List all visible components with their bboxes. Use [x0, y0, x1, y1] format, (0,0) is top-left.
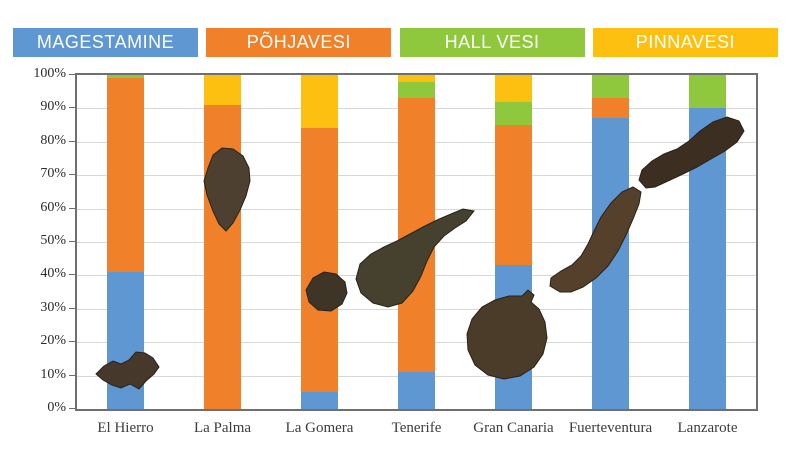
x-axis-label: La Gomera	[285, 420, 354, 436]
axis-tick	[69, 307, 75, 309]
legend-label: PÕHJAVESI	[246, 32, 351, 52]
bar-segment-la-gomera	[301, 75, 338, 129]
bar-segment-lanzarote	[689, 108, 726, 409]
bar-segment-tenerife	[398, 81, 435, 99]
bar-segment-fuerteventura	[592, 98, 629, 119]
y-axis-label: 40%	[40, 266, 66, 282]
legend-item-4: PINNAVESI	[592, 28, 778, 57]
axis-tick	[69, 408, 75, 409]
y-axis-label: 30%	[40, 299, 66, 315]
bar-segment-la-gomera	[301, 128, 338, 393]
axis-tick	[69, 74, 75, 75]
bar-segment-gran-canaria	[495, 265, 532, 409]
axis-tick	[69, 374, 75, 376]
legend-label: HALL VESI	[444, 32, 540, 52]
axis-tick	[69, 207, 75, 209]
bar-segment-gran-canaria	[495, 75, 532, 102]
x-axis-label: Tenerife	[391, 420, 442, 436]
y-axis-label: 90%	[40, 99, 66, 115]
bar-segment-la-palma	[204, 105, 241, 409]
axis-tick	[69, 174, 75, 176]
bar-segment-gran-canaria	[495, 101, 532, 126]
y-axis-label: 100%	[33, 66, 66, 81]
y-axis-label: 80%	[40, 132, 66, 148]
x-axis-label: Fuerteventura	[568, 420, 653, 436]
x-axis-label: Gran Canaria	[473, 420, 554, 436]
legend-item-3: HALL VESI	[399, 28, 585, 57]
bar-segment-el-hierro	[107, 75, 144, 79]
legend-label: PINNAVESI	[635, 32, 735, 52]
y-axis-label: 0%	[47, 400, 66, 415]
bar-segment-la-gomera	[301, 392, 338, 409]
axis-tick	[69, 140, 75, 142]
axis-tick	[69, 107, 75, 109]
plot	[75, 73, 758, 411]
bar-segment-el-hierro	[107, 78, 144, 273]
bar-segment-gran-canaria	[495, 125, 532, 266]
bar-segment-el-hierro	[107, 272, 144, 409]
bar-segment-lanzarote	[689, 75, 726, 109]
bar-segment-tenerife	[398, 372, 435, 409]
x-axis-label: El Hierro	[97, 420, 154, 436]
y-axis-label: 10%	[40, 366, 66, 382]
x-axis-label: La Palma	[193, 420, 252, 436]
y-axis-label: 50%	[40, 233, 66, 248]
y-axis-label: 70%	[40, 166, 66, 182]
bar-segment-fuerteventura	[592, 118, 629, 409]
axis-tick	[69, 274, 75, 276]
y-axis-label: 20%	[40, 333, 66, 349]
axis-tick	[69, 341, 75, 343]
axis-tick	[69, 241, 75, 242]
legend-item-1: MAGESTAMINE	[13, 28, 198, 57]
bar-segment-tenerife	[398, 98, 435, 373]
y-axis-label: 60%	[40, 199, 66, 215]
bar-segment-fuerteventura	[592, 75, 629, 99]
legend-item-2: PÕHJAVESI	[206, 28, 392, 57]
x-axis-label: Lanzarote	[677, 420, 738, 436]
legend-label: MAGESTAMINE	[36, 32, 175, 52]
bar-segment-la-palma	[204, 75, 241, 106]
bar-segment-tenerife	[398, 75, 435, 82]
